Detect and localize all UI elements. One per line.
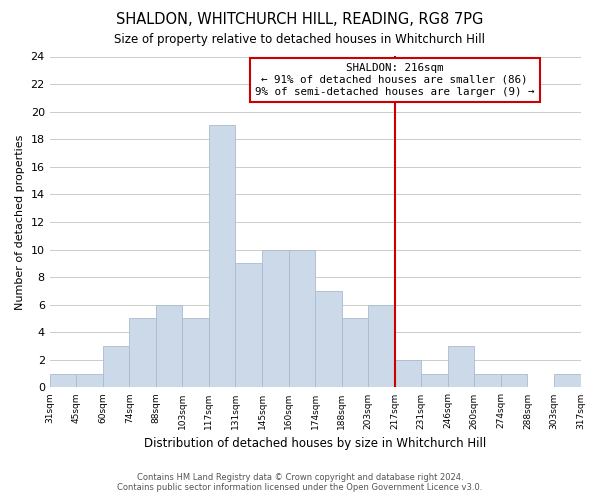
X-axis label: Distribution of detached houses by size in Whitchurch Hill: Distribution of detached houses by size …	[144, 437, 486, 450]
Bar	[182, 318, 209, 388]
Text: SHALDON, WHITCHURCH HILL, READING, RG8 7PG: SHALDON, WHITCHURCH HILL, READING, RG8 7…	[116, 12, 484, 28]
Bar	[554, 374, 581, 388]
Bar	[156, 304, 182, 388]
Text: SHALDON: 216sqm
← 91% of detached houses are smaller (86)
9% of semi-detached ho: SHALDON: 216sqm ← 91% of detached houses…	[255, 64, 535, 96]
Bar	[395, 360, 421, 388]
Bar	[289, 250, 315, 388]
Bar	[368, 304, 395, 388]
Bar	[209, 126, 235, 388]
Bar	[421, 374, 448, 388]
Bar	[501, 374, 527, 388]
Bar	[76, 374, 103, 388]
Bar	[235, 264, 262, 388]
Y-axis label: Number of detached properties: Number of detached properties	[15, 134, 25, 310]
Bar	[448, 346, 475, 388]
Bar	[475, 374, 501, 388]
Text: Size of property relative to detached houses in Whitchurch Hill: Size of property relative to detached ho…	[115, 32, 485, 46]
Bar	[129, 318, 156, 388]
Bar	[315, 291, 341, 388]
Text: Contains HM Land Registry data © Crown copyright and database right 2024.
Contai: Contains HM Land Registry data © Crown c…	[118, 473, 482, 492]
Bar	[103, 346, 129, 388]
Bar	[50, 374, 76, 388]
Bar	[341, 318, 368, 388]
Bar	[262, 250, 289, 388]
